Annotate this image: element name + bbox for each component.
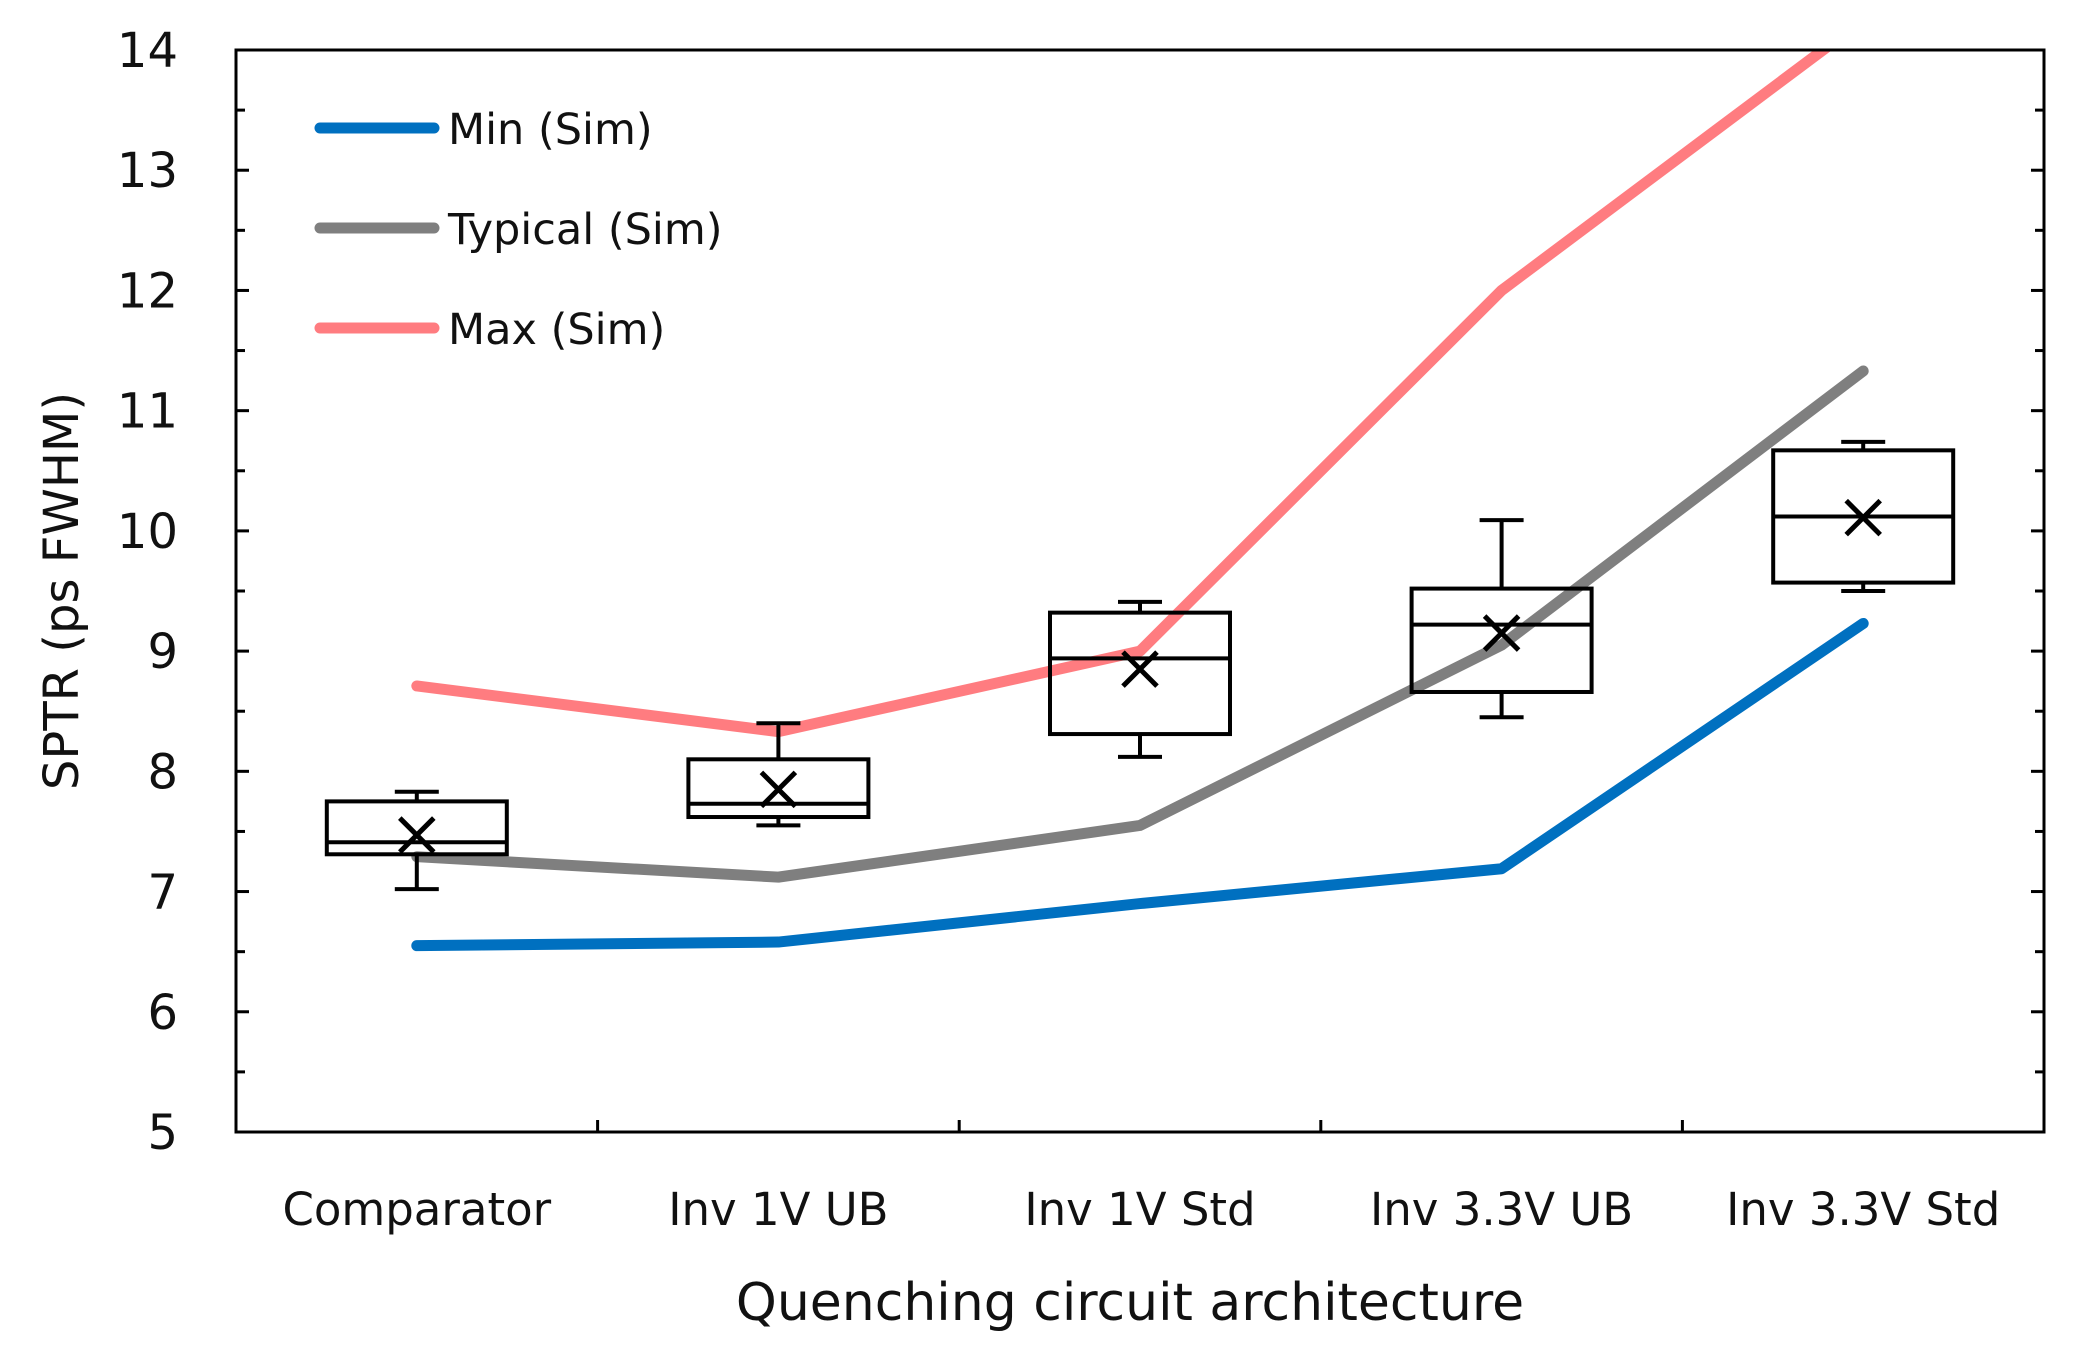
- box-iqr: [1048, 610, 1232, 737]
- y-tick-label: 13: [117, 143, 178, 199]
- x-tick-label: Comparator: [282, 1183, 551, 1236]
- series-line-2: [411, 50, 1833, 738]
- box-layer: [324, 439, 1956, 892]
- legend-label-2: Max (Sim): [448, 305, 665, 355]
- legend-label-1: Typical (Sim): [447, 205, 723, 255]
- mean-marker-b: [1121, 650, 1159, 688]
- y-tick-label: 6: [147, 985, 178, 1041]
- legend-label-0: Min (Sim): [448, 105, 653, 155]
- mean-marker-b: [1482, 614, 1521, 652]
- y-tick-label: 14: [117, 23, 178, 79]
- box-plot-2: [1048, 599, 1232, 759]
- box-plot-4: [1771, 439, 1956, 593]
- mean-marker-b: [398, 816, 436, 854]
- box-iqr: [686, 757, 871, 820]
- x-tick-label: Inv 1V Std: [1024, 1183, 1255, 1236]
- legend: Min (Sim) Typical (Sim) Max (Sim): [314, 105, 723, 355]
- y-tick-label: 11: [117, 384, 178, 440]
- x-tick-label: Inv 3.3V Std: [1726, 1183, 2000, 1236]
- y-tick-label: 10: [117, 504, 178, 560]
- y-tick-label: 5: [147, 1105, 178, 1161]
- y-tick-label: 9: [147, 624, 178, 680]
- series-line-0: [411, 617, 1869, 952]
- box-iqr: [324, 799, 509, 857]
- y-tick-label: 7: [147, 865, 178, 921]
- box-plot-1: [686, 721, 871, 828]
- box-plot-3: [1409, 518, 1594, 720]
- box-iqr: [1409, 586, 1594, 694]
- mean-marker-b: [759, 770, 798, 809]
- x-tick-label: Inv 1V UB: [668, 1183, 888, 1236]
- axes-layer: 5 6 7 8 9 10 11 12 13 14 Comparator Inv 1V UB Inv 1V…: [34, 23, 2046, 1333]
- mean-marker-b: [1844, 498, 1882, 537]
- x-tick-label: Inv 3.3V UB: [1370, 1183, 1633, 1236]
- x-axis-title: Quenching circuit architecture: [736, 1273, 1524, 1333]
- series-layer: [411, 50, 1869, 952]
- y-tick-label: 12: [117, 263, 178, 319]
- y-axis-title: SPTR (ps FWHM): [34, 392, 90, 790]
- y-tick-label: 8: [147, 744, 178, 800]
- box-plot-0: [324, 789, 509, 892]
- series-line-1: [411, 365, 1869, 883]
